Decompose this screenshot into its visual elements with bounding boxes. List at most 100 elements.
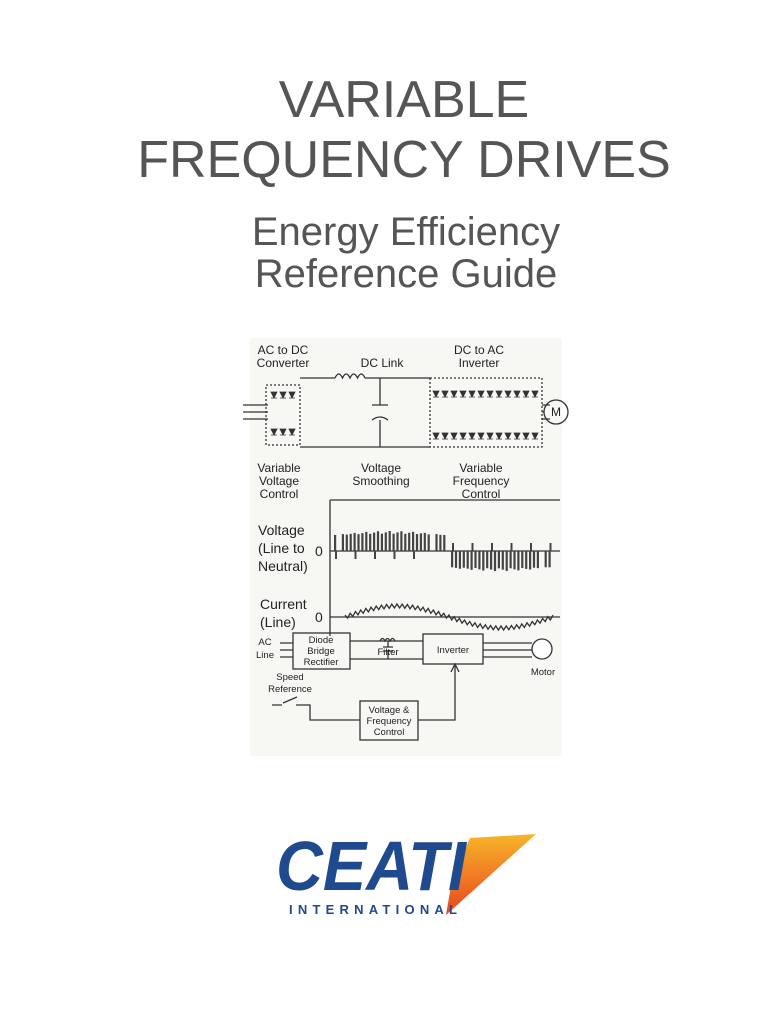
pulse <box>529 551 532 570</box>
zero-label: 0 <box>315 543 323 559</box>
label: Speed <box>276 672 303 683</box>
pulse <box>435 534 438 551</box>
label: Frequency <box>367 716 412 727</box>
pulse <box>497 551 500 569</box>
pulse <box>388 531 391 551</box>
label: Control <box>260 487 299 501</box>
pulse <box>380 533 383 551</box>
pulse <box>505 551 508 571</box>
label: AC to DC <box>258 343 309 357</box>
switch <box>459 432 467 440</box>
switch <box>270 428 278 436</box>
pulse <box>452 543 454 551</box>
pulse <box>384 532 387 551</box>
switch <box>531 432 539 440</box>
switch <box>441 390 449 398</box>
pulse <box>509 551 512 569</box>
pulse <box>544 551 547 568</box>
label: AC <box>258 637 271 648</box>
pulse <box>530 543 532 551</box>
pulse <box>474 551 477 569</box>
switch <box>486 390 494 398</box>
label: Control <box>374 727 405 738</box>
switch <box>504 432 512 440</box>
pulse <box>353 532 356 551</box>
pulse <box>354 551 357 559</box>
switch <box>504 390 512 398</box>
label: Frequency <box>453 474 510 488</box>
label: Variable <box>257 461 300 475</box>
label: Variable <box>459 461 502 475</box>
switch <box>495 432 503 440</box>
label: Converter <box>257 356 310 370</box>
switch <box>279 391 287 399</box>
pulse <box>517 551 520 571</box>
pulse <box>400 531 403 551</box>
pulse <box>423 532 426 551</box>
pulse <box>369 533 372 551</box>
pulse <box>365 531 368 551</box>
label: Rectifier <box>304 657 339 668</box>
switch <box>450 432 458 440</box>
pulse <box>376 531 380 551</box>
pulse <box>439 534 442 551</box>
pulse <box>454 551 458 568</box>
pulse <box>466 551 469 569</box>
label: Voltage & <box>369 705 410 716</box>
pulse <box>536 551 539 569</box>
pulse <box>548 551 551 568</box>
current-waveform <box>344 602 554 632</box>
label: DC Link <box>361 356 405 370</box>
switch <box>495 390 503 398</box>
pulse <box>427 534 430 551</box>
label: (Line) <box>260 614 296 630</box>
label: Voltage <box>259 474 299 488</box>
label: DC to AC <box>454 343 504 357</box>
switch <box>486 432 494 440</box>
label: Control <box>462 487 501 501</box>
pulse <box>532 551 536 568</box>
label: Voltage <box>361 461 401 475</box>
switch <box>522 432 530 440</box>
pulse <box>412 531 415 551</box>
pulse <box>374 551 376 559</box>
label: Bridge <box>307 646 334 657</box>
pulse <box>357 534 360 551</box>
pulse <box>510 543 513 551</box>
pulse <box>335 551 337 559</box>
pulse <box>462 551 465 568</box>
switch <box>450 390 458 398</box>
circuit <box>243 373 569 448</box>
pulse <box>415 534 419 551</box>
voltage-waveform <box>334 531 552 571</box>
logo-name: CEATI <box>276 827 467 905</box>
switch-symbols <box>270 390 539 440</box>
pulse <box>334 535 337 551</box>
pulse <box>345 534 348 551</box>
pulse <box>458 551 461 569</box>
switch <box>288 391 296 399</box>
switch <box>513 390 521 398</box>
switch <box>441 432 449 440</box>
label: Neutral) <box>258 558 308 574</box>
switch <box>477 390 485 398</box>
pulse <box>470 551 473 570</box>
switch <box>513 432 521 440</box>
pulse <box>525 551 528 569</box>
pulse <box>490 551 493 570</box>
pulse <box>341 534 344 551</box>
pulse <box>373 532 376 551</box>
label: Diode <box>309 635 334 646</box>
switch <box>459 390 467 398</box>
switch <box>270 391 278 399</box>
label: Reference <box>268 684 312 695</box>
pulse <box>413 551 415 559</box>
zero-label: 0 <box>315 609 323 625</box>
switch <box>531 390 539 398</box>
label: (Line to <box>258 540 305 556</box>
pulse <box>393 551 396 559</box>
label: Current <box>260 596 307 612</box>
pulse <box>451 551 454 568</box>
logo-mark <box>446 834 536 915</box>
label: Line <box>256 650 274 661</box>
